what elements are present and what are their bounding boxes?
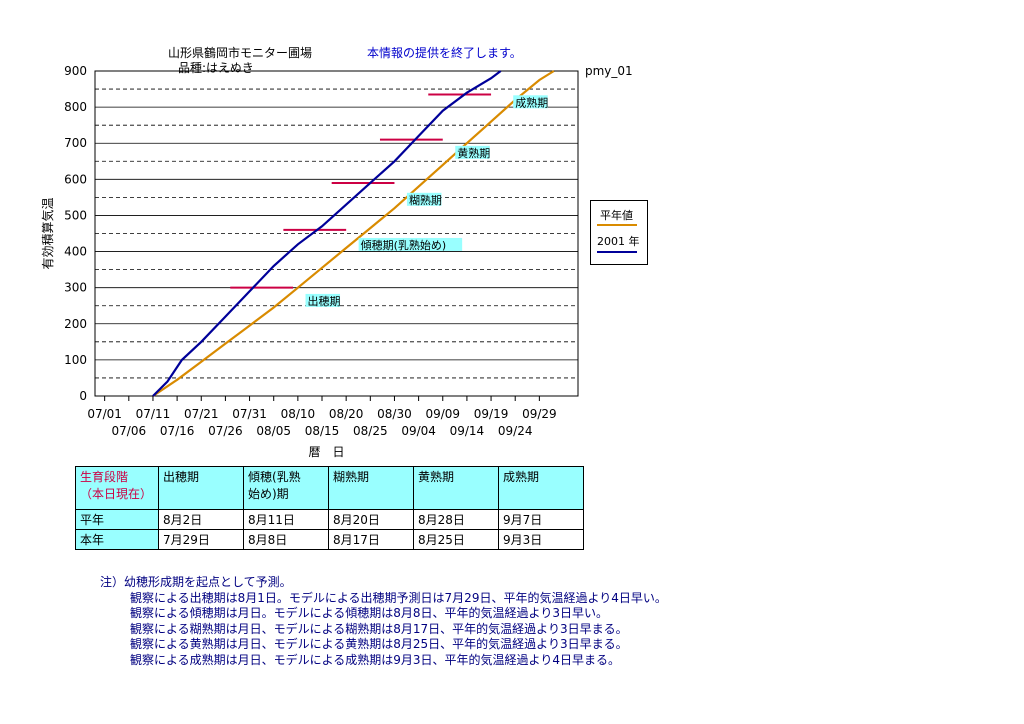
note-line: 注）幼穂形成期を起点として予測。 bbox=[100, 575, 292, 589]
table-cell: 8月20日 bbox=[328, 509, 414, 530]
y-tick-label: 700 bbox=[64, 136, 87, 150]
y-tick-label: 600 bbox=[64, 172, 87, 186]
chart-id: pmy_01 bbox=[585, 64, 633, 78]
stage-table: 生育段階 （本日現在） 出穂期 傾穂(乳熟 始め)期 糊熟期 黄熟期 成熟期 平… bbox=[75, 466, 584, 550]
x-tick-label: 07/11 bbox=[136, 407, 171, 421]
stage-label-bg bbox=[455, 145, 490, 159]
x-tick-label: 07/01 bbox=[87, 407, 122, 421]
table-cell: 7月29日 bbox=[158, 529, 244, 550]
y-tick-label: 900 bbox=[64, 64, 87, 78]
growth-chart: 0 100 200 300 400 500 600 700 800 900 07/01 07/11 07… bbox=[40, 64, 579, 459]
table-stage-5: 成熟期 bbox=[498, 466, 584, 510]
x-tick-label: 07/16 bbox=[160, 424, 195, 438]
stage-label-bg bbox=[358, 237, 463, 251]
y-tick-label: 100 bbox=[64, 353, 87, 367]
table-cell: 8月25日 bbox=[413, 529, 499, 550]
table-cell: 8月2日 bbox=[158, 509, 244, 530]
table-header-label: 生育段階 （本日現在） bbox=[75, 466, 159, 510]
x-tick-label: 08/30 bbox=[377, 407, 412, 421]
x-tick-label: 09/24 bbox=[498, 424, 533, 438]
x-tick-label: 07/06 bbox=[112, 424, 147, 438]
variety-label: 品種:はえぬき bbox=[178, 61, 254, 75]
table-cell: 8月8日 bbox=[243, 529, 329, 550]
table-row: 本年 7月29日 8月8日 8月17日 8月25日 9月3日 bbox=[75, 529, 584, 550]
x-tick-label: 07/21 bbox=[184, 407, 219, 421]
stage-label-bg bbox=[305, 293, 341, 307]
stage-label: 黄熟期 bbox=[457, 146, 490, 160]
x-tick-label: 09/09 bbox=[425, 407, 460, 421]
table-cell: 9月7日 bbox=[498, 509, 584, 530]
y-tick-label: 800 bbox=[64, 100, 87, 114]
notes: 注）幼穂形成期を起点として予測。 観察による出穂期は8月1日。モデルによる出穂期… bbox=[100, 575, 667, 668]
legend-avg-label: 平年値 bbox=[600, 209, 633, 222]
stage-label: 出穂期 bbox=[308, 294, 341, 308]
note-line: 観察による傾穂期は月日。モデルによる傾穂期は8月8日、平年的気温経過より3日早い… bbox=[130, 606, 608, 620]
site-title: 山形県鶴岡市モニター圃場 bbox=[168, 46, 313, 60]
notice-text: 本情報の提供を終了します。 bbox=[367, 46, 522, 60]
table-cell: 8月11日 bbox=[243, 509, 329, 530]
series-avg-line bbox=[152, 70, 555, 397]
x-tick-label: 08/25 bbox=[353, 424, 388, 438]
stage-label-bg bbox=[513, 95, 548, 109]
table-row: 平年 8月2日 8月11日 8月20日 8月28日 9月7日 bbox=[75, 509, 584, 530]
table-stage-2: 傾穂(乳熟 始め)期 bbox=[243, 466, 329, 510]
x-tick-label: 09/14 bbox=[450, 424, 485, 438]
x-tick-label: 08/10 bbox=[281, 407, 316, 421]
y-tick-label: 300 bbox=[64, 281, 87, 295]
row-label: 本年 bbox=[75, 529, 159, 550]
table-cell: 9月3日 bbox=[498, 529, 584, 550]
legend-avg-swatch bbox=[597, 224, 637, 226]
stage-label-bg bbox=[406, 192, 442, 206]
x-tick-label: 08/05 bbox=[256, 424, 291, 438]
table-cell: 8月28日 bbox=[413, 509, 499, 530]
stage-label: 糊熟期 bbox=[409, 193, 442, 207]
series-2001-line bbox=[152, 70, 502, 397]
row-label: 平年 bbox=[75, 509, 159, 530]
x-tick-label: 09/29 bbox=[522, 407, 557, 421]
x-tick-label: 08/15 bbox=[305, 424, 340, 438]
x-tick-label: 07/31 bbox=[232, 407, 267, 421]
x-axis-label: 暦 日 bbox=[308, 445, 344, 459]
note-line: 観察による成熟期は月日、モデルによる成熟期は9月3日、平年的気温経過より4日早ま… bbox=[130, 652, 620, 667]
x-tick-label: 09/19 bbox=[474, 407, 509, 421]
y-tick-label: 0 bbox=[79, 389, 87, 403]
stage-label: 傾穂期(乳熟始め) bbox=[361, 238, 447, 252]
x-tick-label: 09/04 bbox=[401, 424, 436, 438]
legend-year-swatch bbox=[597, 251, 637, 253]
table-stage-4: 黄熟期 bbox=[413, 466, 499, 510]
y-tick-label: 200 bbox=[64, 317, 87, 331]
x-tick-label: 08/20 bbox=[329, 407, 364, 421]
stage-label: 成熟期 bbox=[515, 95, 548, 109]
y-tick-label: 500 bbox=[64, 208, 87, 222]
note-line: 観察による糊熟期は月日、モデルによる糊熟期は8月17日、平年的気温経過より3日早… bbox=[130, 621, 628, 636]
x-tick-label: 07/26 bbox=[208, 424, 243, 438]
note-line: 観察による黄熟期は月日、モデルによる黄熟期は8月25日、平年的気温経過より3日早… bbox=[130, 637, 628, 651]
table-header-row: 生育段階 （本日現在） 出穂期 傾穂(乳熟 始め)期 糊熟期 黄熟期 成熟期 bbox=[75, 466, 584, 510]
y-tick-label: 400 bbox=[64, 245, 87, 259]
table-stage-3: 糊熟期 bbox=[328, 466, 414, 510]
legend: 平年値 2001 年 bbox=[590, 200, 648, 265]
legend-year-label: 2001 年 bbox=[597, 235, 640, 248]
note-line: 観察による出穂期は8月1日。モデルによる出穂期予測日は7月29日、平年的気温経過… bbox=[130, 590, 667, 605]
table-stage-1: 出穂期 bbox=[158, 466, 244, 510]
y-axis-label: 有効積算気温 bbox=[40, 197, 55, 269]
table-cell: 8月17日 bbox=[328, 529, 414, 550]
